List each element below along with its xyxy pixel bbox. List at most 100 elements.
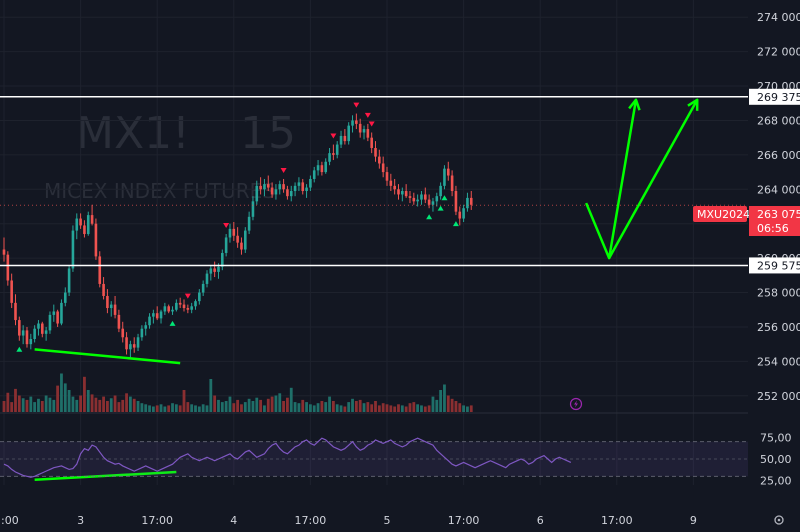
volume-bar <box>190 404 194 412</box>
watermark-symbol: MX1! <box>76 108 190 159</box>
candle-body <box>29 339 33 345</box>
candle <box>6 251 10 286</box>
volume-bar <box>443 384 446 412</box>
volume-bar <box>328 396 331 412</box>
candle-body <box>159 311 163 319</box>
candle <box>159 309 163 324</box>
grid <box>0 0 748 485</box>
candle-body <box>167 306 170 312</box>
volume-bar <box>462 405 465 412</box>
candle <box>213 261 216 278</box>
candle <box>259 177 262 195</box>
candle <box>282 178 285 193</box>
volume-bar <box>186 402 190 412</box>
time-axis[interactable]: 2:00 3 17:00 4 17:00 5 17:00 6 17:00 9 <box>0 514 697 527</box>
candle <box>41 321 44 338</box>
candle <box>33 325 36 343</box>
candle-body <box>125 337 128 350</box>
level-label-1: 259 575 <box>757 259 800 272</box>
volume-bar <box>159 404 163 412</box>
candle <box>274 184 278 200</box>
volume-bar <box>140 403 144 412</box>
volume-bar <box>197 406 201 412</box>
volume-bar <box>351 398 354 412</box>
candle <box>21 325 25 345</box>
candle-body <box>301 182 305 192</box>
candle-body <box>351 120 354 126</box>
candle-body <box>270 187 274 195</box>
candle <box>297 177 301 192</box>
arrow-head-1 <box>628 98 641 111</box>
horizontal-levels[interactable] <box>0 96 748 267</box>
buy-marker <box>16 346 23 352</box>
level-tag-1 <box>749 257 800 274</box>
candle <box>109 301 113 317</box>
volume-bar <box>205 405 209 412</box>
buy-marker <box>426 214 433 220</box>
candle <box>94 218 98 260</box>
candle-body <box>420 194 423 200</box>
candle-body <box>328 153 331 162</box>
sell-marker <box>184 293 191 299</box>
candle-body <box>155 313 159 319</box>
forecast-path-2[interactable] <box>608 99 699 259</box>
price-tick-0: 252 000 <box>757 390 800 403</box>
volume-bar <box>75 399 79 412</box>
contract-tag <box>693 206 747 222</box>
volume-bar <box>263 405 266 412</box>
candle <box>190 302 193 314</box>
candle-body <box>186 308 190 310</box>
candle <box>37 320 40 336</box>
candle <box>2 237 6 262</box>
candle-body <box>121 328 125 338</box>
candle-body <box>362 129 366 133</box>
rsi-pane[interactable] <box>0 412 800 478</box>
candle-body <box>44 330 48 334</box>
candle <box>420 191 423 205</box>
candle <box>175 299 178 312</box>
volume-bar <box>182 390 186 412</box>
candle-body <box>136 337 140 348</box>
price-tick-2: 256 000 <box>757 321 800 334</box>
candle-body <box>224 237 228 253</box>
candle-body <box>454 191 458 212</box>
candle <box>378 149 381 169</box>
volume-bars <box>2 373 473 412</box>
volume-bar <box>439 390 443 412</box>
candle-body <box>71 230 75 269</box>
candle <box>362 125 366 140</box>
settings-icon[interactable] <box>774 515 784 525</box>
candle-body <box>450 175 454 192</box>
price-trendline[interactable] <box>34 348 181 365</box>
time-tick-8: 17:00 <box>601 514 633 527</box>
volume-bar <box>94 397 98 412</box>
candle-body <box>404 191 408 197</box>
candle <box>102 277 105 300</box>
price-tick-3: 258 000 <box>757 287 800 300</box>
volume-bar <box>297 403 301 412</box>
candle-body <box>320 165 324 173</box>
candle <box>125 332 128 355</box>
candle <box>29 333 33 350</box>
candle <box>312 166 316 183</box>
settings-icon-ring <box>774 515 784 525</box>
candle <box>393 178 396 195</box>
rsi-tick-0: 25,00 <box>760 475 792 488</box>
candle <box>155 306 159 321</box>
lightning-icon[interactable] <box>569 397 583 411</box>
time-tick-4: 17:00 <box>295 514 327 527</box>
time-tick-2: 17:00 <box>141 514 173 527</box>
volume-bar <box>312 405 316 412</box>
level-tag-0 <box>749 88 800 105</box>
volume-bar <box>358 399 362 412</box>
candle <box>458 206 462 226</box>
candle-body <box>56 311 59 324</box>
settings-icon-hub <box>777 518 781 522</box>
candle-body <box>79 218 82 226</box>
candle-body <box>293 185 297 192</box>
volume-bar <box>174 404 178 412</box>
volume-bar <box>90 394 94 412</box>
volume-bar <box>63 383 67 412</box>
